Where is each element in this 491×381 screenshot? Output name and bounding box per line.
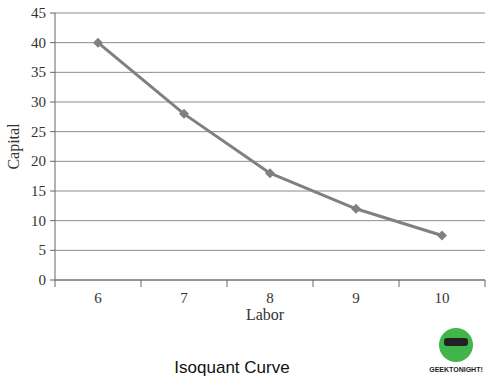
- logo-text: GEEKTONIGHT!: [429, 366, 483, 373]
- y-tick: [50, 13, 55, 14]
- y-tick: [50, 161, 55, 162]
- x-tick-label: 7: [180, 290, 188, 306]
- grid-line: [55, 102, 485, 103]
- marker: [93, 38, 103, 48]
- chart: 0 5 10 15 20 25 30 35 40 45 6 7 8 9 10 Labor Capital Isoq…: [0, 0, 491, 381]
- y-tick: [50, 102, 55, 103]
- y-tick-label: 30: [31, 94, 46, 110]
- y-tick: [50, 250, 55, 251]
- marker: [437, 231, 447, 241]
- y-tick-label: 20: [31, 153, 46, 169]
- x-tick: [55, 280, 56, 287]
- grid-line: [55, 72, 485, 73]
- y-tick-label: 10: [31, 213, 46, 229]
- line: [98, 43, 442, 236]
- x-tick: [485, 280, 486, 287]
- grid-line: [55, 250, 485, 251]
- y-tick-label: 45: [31, 5, 46, 21]
- x-tick-label: 6: [94, 290, 102, 306]
- grid-line: [55, 220, 485, 221]
- marker: [351, 204, 361, 214]
- grid-line: [55, 161, 485, 162]
- grid-line: [55, 280, 485, 281]
- grid-line: [55, 131, 485, 132]
- y-tick-label: 0: [39, 272, 47, 288]
- y-axis: [55, 13, 56, 280]
- marker: [265, 168, 275, 178]
- logo-badge: [439, 328, 473, 362]
- y-tick-label: 5: [39, 242, 47, 258]
- title: Isoquant Curve: [174, 358, 289, 377]
- y-tick: [50, 280, 55, 281]
- y-tick-label: 40: [31, 35, 46, 51]
- y-tick: [50, 191, 55, 192]
- y-tick: [50, 42, 55, 43]
- grid-line: [55, 191, 485, 192]
- x-tick: [141, 280, 142, 287]
- x-axis: [55, 279, 485, 280]
- grid-line: [55, 13, 485, 14]
- grid-line: [55, 42, 485, 43]
- y-tick: [50, 72, 55, 73]
- y-tick-label: 15: [31, 183, 46, 199]
- plot-group: [93, 38, 447, 241]
- x-tick-label: 9: [352, 290, 360, 306]
- y-axis-title: Capital: [5, 123, 23, 170]
- x-tick: [399, 280, 400, 287]
- x-tick: [313, 280, 314, 287]
- x-tick: [227, 280, 228, 287]
- x-tick-label: 10: [435, 290, 450, 306]
- marker: [179, 109, 189, 119]
- y-tick: [50, 131, 55, 132]
- y-tick-label: 35: [31, 64, 46, 80]
- x-axis-title: Labor: [246, 306, 285, 323]
- y-tick-label: 25: [31, 124, 46, 140]
- y-tick: [50, 220, 55, 221]
- logo-glasses: [444, 338, 468, 346]
- x-tick-label: 8: [266, 290, 274, 306]
